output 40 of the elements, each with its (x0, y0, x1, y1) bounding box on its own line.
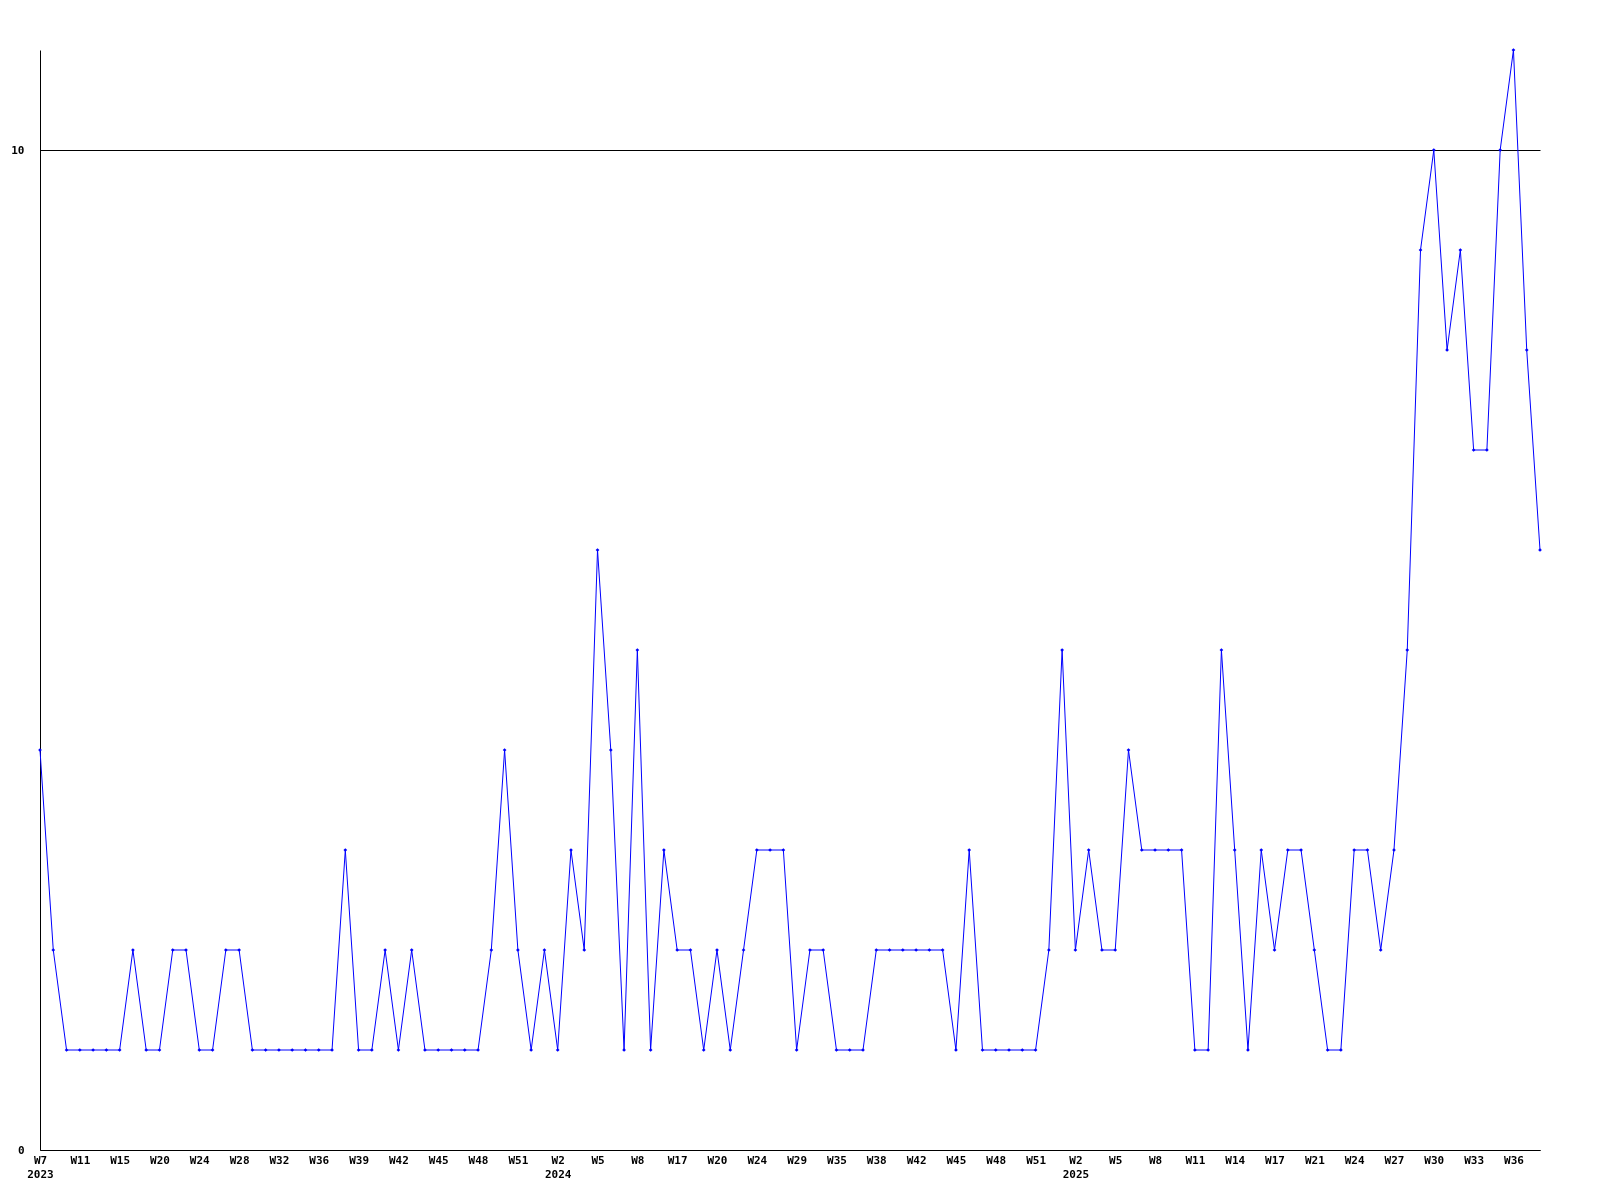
x-tick-label: W11 (1185, 1153, 1206, 1167)
x-tick-label: W39 (349, 1153, 370, 1167)
x-tick-label: W15 (110, 1153, 131, 1167)
x-tick-label: W8 (1148, 1153, 1163, 1167)
x-tick-label: W24 (189, 1153, 211, 1167)
x-tick-label: W45 (946, 1153, 967, 1167)
x-tick-label: W32 (269, 1153, 290, 1167)
x-tick-label: W42 (388, 1153, 409, 1167)
x-tick-label: W42 (906, 1153, 927, 1167)
x-tick-label: W48 (468, 1153, 489, 1167)
x-tick-label: W20 (707, 1153, 728, 1167)
x-tick-label: W29 (787, 1153, 808, 1167)
y-tick-label: 10 (11, 143, 25, 157)
x-tick-label: W28 (229, 1153, 250, 1167)
x-tick-label: W38 (866, 1153, 887, 1167)
x-tick-label: W17 (1265, 1153, 1285, 1167)
x-tick-label: W36 (309, 1153, 330, 1167)
x-tick-label: W48 (986, 1153, 1007, 1167)
x-tick-label: W7 2023 (27, 1153, 54, 1181)
x-tick-label: W24 (747, 1153, 768, 1167)
x-tick-label: W5 (591, 1153, 605, 1167)
x-tick-label: W35 (827, 1153, 847, 1167)
x-tick-label: W2 2025 (1062, 1153, 1090, 1181)
x-tick-label: W5 (1109, 1153, 1123, 1167)
x-tick-label: W36 (1504, 1153, 1525, 1167)
x-tick-label: W20 (150, 1153, 170, 1167)
x-tick-label: W27 (1384, 1153, 1405, 1167)
x-tick-label: W33 (1464, 1153, 1485, 1167)
x-tick-label: W24 (1344, 1153, 1365, 1167)
y-tick-label: 0 (17, 1143, 25, 1157)
x-tick-label: W30 (1424, 1153, 1445, 1167)
x-tick-label: W8 (631, 1153, 645, 1167)
x-tick-label: W21 (1304, 1153, 1326, 1167)
x-tick-label: W51 (1026, 1153, 1047, 1167)
x-tick-label: W11 (70, 1153, 91, 1167)
x-tick-label: W2 2024 (544, 1153, 572, 1181)
x-tick-label: W45 (428, 1153, 449, 1167)
x-tick-label: W17 (667, 1153, 688, 1167)
x-tick-label: W14 (1225, 1153, 1246, 1167)
x-tick-label: W51 (508, 1153, 529, 1167)
